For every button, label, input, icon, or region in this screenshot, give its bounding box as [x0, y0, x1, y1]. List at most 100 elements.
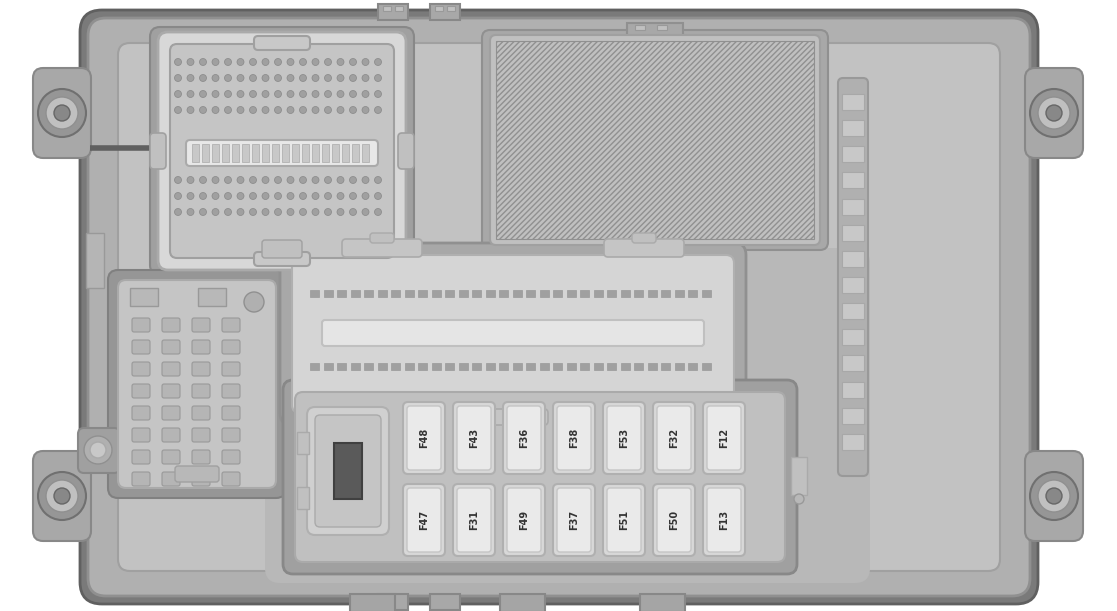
- FancyBboxPatch shape: [132, 406, 150, 420]
- Circle shape: [200, 192, 207, 200]
- FancyBboxPatch shape: [34, 451, 90, 541]
- Circle shape: [374, 177, 382, 183]
- Bar: [675, 363, 684, 370]
- Circle shape: [374, 90, 382, 98]
- FancyBboxPatch shape: [254, 36, 311, 50]
- Circle shape: [212, 192, 219, 200]
- Bar: [281, 144, 289, 162]
- Bar: [701, 363, 710, 370]
- Bar: [526, 290, 535, 297]
- Bar: [222, 144, 229, 162]
- FancyBboxPatch shape: [192, 384, 210, 398]
- Bar: [242, 144, 249, 162]
- Circle shape: [212, 90, 219, 98]
- Bar: [580, 363, 589, 370]
- Bar: [472, 363, 481, 370]
- Text: F50: F50: [669, 510, 679, 530]
- Bar: [391, 290, 400, 297]
- Bar: [842, 251, 865, 267]
- FancyBboxPatch shape: [150, 27, 414, 275]
- Bar: [842, 408, 865, 423]
- Bar: [566, 290, 575, 297]
- Circle shape: [262, 75, 269, 81]
- FancyBboxPatch shape: [78, 428, 120, 473]
- FancyBboxPatch shape: [483, 30, 828, 250]
- Text: F47: F47: [419, 510, 429, 530]
- Circle shape: [212, 177, 219, 183]
- Circle shape: [350, 59, 356, 65]
- FancyBboxPatch shape: [132, 340, 150, 354]
- FancyBboxPatch shape: [222, 340, 240, 354]
- Circle shape: [275, 75, 281, 81]
- Bar: [661, 290, 670, 297]
- Circle shape: [200, 177, 207, 183]
- Bar: [337, 363, 346, 370]
- Bar: [842, 120, 865, 136]
- Circle shape: [262, 177, 269, 183]
- Circle shape: [249, 177, 257, 183]
- Bar: [198, 288, 226, 306]
- FancyBboxPatch shape: [157, 32, 405, 270]
- Circle shape: [374, 106, 382, 114]
- Bar: [445, 290, 454, 297]
- Circle shape: [362, 90, 369, 98]
- Bar: [312, 144, 319, 162]
- FancyBboxPatch shape: [175, 466, 219, 482]
- FancyBboxPatch shape: [490, 35, 820, 245]
- FancyBboxPatch shape: [557, 406, 591, 470]
- FancyBboxPatch shape: [192, 406, 210, 420]
- Bar: [513, 290, 522, 297]
- Circle shape: [337, 192, 344, 200]
- Circle shape: [299, 192, 306, 200]
- Bar: [675, 290, 684, 297]
- FancyBboxPatch shape: [603, 484, 645, 556]
- Text: F49: F49: [519, 510, 529, 530]
- FancyBboxPatch shape: [192, 340, 210, 354]
- Circle shape: [212, 106, 219, 114]
- FancyBboxPatch shape: [557, 488, 591, 552]
- Bar: [86, 233, 104, 288]
- Bar: [431, 290, 440, 297]
- FancyBboxPatch shape: [265, 248, 870, 583]
- FancyBboxPatch shape: [454, 402, 495, 474]
- Bar: [391, 363, 400, 370]
- Circle shape: [374, 75, 382, 81]
- FancyBboxPatch shape: [132, 472, 150, 486]
- FancyBboxPatch shape: [192, 362, 210, 376]
- Circle shape: [374, 208, 382, 216]
- Circle shape: [249, 59, 257, 65]
- Bar: [526, 363, 535, 370]
- Bar: [621, 363, 630, 370]
- Circle shape: [1046, 488, 1062, 504]
- Circle shape: [362, 192, 369, 200]
- Bar: [404, 363, 413, 370]
- Bar: [431, 363, 440, 370]
- Circle shape: [299, 90, 306, 98]
- Bar: [688, 363, 697, 370]
- FancyBboxPatch shape: [222, 318, 240, 332]
- Bar: [513, 363, 522, 370]
- FancyBboxPatch shape: [703, 402, 745, 474]
- Bar: [364, 290, 373, 297]
- FancyBboxPatch shape: [162, 428, 180, 442]
- Circle shape: [362, 208, 369, 216]
- Circle shape: [187, 208, 194, 216]
- FancyBboxPatch shape: [653, 484, 695, 556]
- Circle shape: [38, 472, 86, 520]
- FancyBboxPatch shape: [108, 270, 286, 498]
- FancyBboxPatch shape: [632, 233, 656, 243]
- Circle shape: [237, 177, 244, 183]
- FancyBboxPatch shape: [262, 240, 302, 258]
- Circle shape: [249, 75, 257, 81]
- Circle shape: [262, 106, 269, 114]
- Circle shape: [275, 106, 281, 114]
- FancyBboxPatch shape: [342, 239, 422, 257]
- FancyBboxPatch shape: [162, 384, 180, 398]
- Circle shape: [174, 208, 181, 216]
- FancyBboxPatch shape: [457, 406, 491, 470]
- Bar: [378, 290, 386, 297]
- Bar: [688, 290, 697, 297]
- Circle shape: [350, 208, 356, 216]
- Circle shape: [46, 97, 78, 129]
- Bar: [404, 290, 413, 297]
